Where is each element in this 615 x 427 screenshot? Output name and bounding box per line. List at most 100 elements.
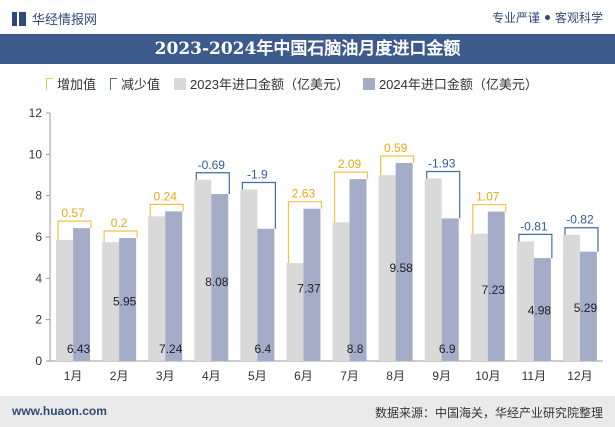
- value-label-2024: 4.98: [528, 304, 552, 318]
- brand-logo-icon: [12, 11, 26, 26]
- value-label-2024: 8.8: [347, 342, 364, 356]
- change-label: 0.2: [111, 216, 128, 230]
- change-label: 2.63: [292, 187, 316, 201]
- bullet-dot-icon: [544, 15, 550, 20]
- x-tick-label: 6月: [294, 369, 313, 383]
- value-label-2024: 9.58: [389, 261, 413, 275]
- bar-2024: [441, 218, 459, 361]
- legend-label-2023: 2023年进口金额（亿美元）: [190, 77, 349, 92]
- x-tick-label: 8月: [386, 369, 405, 383]
- footer-source: 数据来源：中国海关，华经产业研究院整理: [374, 406, 603, 420]
- increase-bracket: [103, 230, 138, 243]
- change-label: 0.59: [384, 141, 408, 155]
- increase-bracket: [149, 203, 184, 217]
- y-tick-label: 0: [35, 354, 42, 368]
- change-label: 2.09: [338, 157, 362, 171]
- bar-chart: 0 2 4 6 8 10 12 0.57 6.43 1月 0.2 5.95 2月 0.24 7.24 3月 -0…: [29, 106, 603, 383]
- bar-2023: [378, 175, 396, 361]
- change-label: 0.24: [154, 189, 178, 203]
- value-label-2024: 5.29: [574, 301, 598, 315]
- increase-bracket: [472, 203, 507, 234]
- bar-2023: [148, 216, 166, 361]
- legend-item-2023: 2023年进口金额（亿美元）: [174, 74, 349, 93]
- bar-2024: [533, 258, 551, 361]
- decrease-bracket: [426, 170, 461, 219]
- bar-2024: [349, 179, 367, 361]
- legend-label-increase: 增加值: [57, 77, 97, 92]
- x-tick-label: 5月: [248, 369, 267, 383]
- decrease-bracket: [195, 172, 230, 195]
- change-label: -1.9: [247, 167, 268, 181]
- x-tick-label: 9月: [432, 369, 451, 383]
- value-label-2024: 5.95: [113, 295, 137, 309]
- slogan-left: 专业严谨: [491, 11, 540, 25]
- bar-2023: [516, 241, 534, 361]
- brand-name: 华经情报网: [32, 12, 98, 27]
- decrease-bracket: [564, 227, 599, 252]
- bar-2023: [286, 263, 304, 361]
- top-bar: 华经情报网 专业严谨 客观科学: [0, 0, 615, 34]
- chart-legend: 增加值 减少值 2023年进口金额（亿美元） 2024年进口金额（亿美元）: [46, 74, 552, 93]
- increase-bracket: [380, 155, 415, 176]
- decrease-marker-icon: [110, 77, 118, 90]
- bar-2023: [332, 222, 350, 361]
- increase-bracket: [287, 201, 323, 264]
- increase-bracket: [57, 220, 92, 240]
- change-label: -0.81: [520, 219, 548, 233]
- legend-label-2024: 2024年进口金额（亿美元）: [378, 77, 538, 92]
- bar-2024: [579, 251, 597, 361]
- x-tick-label: 12月: [567, 369, 592, 383]
- y-tick-label: 12: [29, 106, 43, 120]
- legend-item-increase: 增加值: [46, 74, 96, 93]
- value-label-2024: 6.4: [255, 342, 272, 356]
- y-tick-label: 2: [35, 313, 42, 327]
- change-label: -0.82: [566, 213, 594, 227]
- change-label: 0.57: [61, 206, 85, 220]
- bar-2024: [303, 208, 321, 361]
- bar-2024: [165, 211, 183, 361]
- bar-2023: [102, 242, 120, 361]
- value-label-2024: 8.08: [205, 275, 229, 289]
- title-bar: 2023-2024年中国石脑油月度进口金额: [0, 34, 615, 64]
- footer-website: www.huaon.com: [12, 404, 107, 418]
- bar-2023: [424, 178, 442, 361]
- x-tick-label: 1月: [64, 369, 83, 383]
- x-tick-label: 3月: [156, 369, 175, 383]
- bar-2023: [56, 239, 74, 361]
- value-label-2024: 7.24: [159, 342, 183, 356]
- chart-title: 2023-2024年中国石脑油月度进口金额: [154, 39, 461, 59]
- y-tick-label: 6: [35, 230, 42, 244]
- slogan-right: 客观科学: [554, 11, 603, 25]
- value-label-2024: 7.37: [297, 281, 321, 295]
- bar-2023: [562, 234, 580, 361]
- bar-2024: [257, 228, 275, 361]
- y-tick-label: 4: [35, 271, 42, 285]
- decrease-bracket: [241, 181, 276, 229]
- bar-2023: [194, 179, 212, 361]
- bar-2024: [487, 211, 505, 361]
- increase-marker-icon: [46, 77, 53, 90]
- value-label-2024: 6.9: [439, 342, 456, 356]
- bar-2024: [211, 194, 229, 361]
- x-tick-label: 2月: [110, 369, 129, 383]
- x-tick-label: 11月: [522, 369, 546, 383]
- legend-label-decrease: 减少值: [121, 77, 161, 92]
- value-label-2024: 6.43: [67, 342, 91, 356]
- value-label-2024: 7.23: [482, 283, 506, 297]
- bar-2024: [73, 228, 91, 361]
- brand: 华经情报网: [12, 9, 97, 28]
- change-label: -0.69: [198, 158, 226, 172]
- y-tick-label: 8: [35, 189, 42, 203]
- legend-item-2024: 2024年进口金额（亿美元）: [362, 74, 538, 93]
- decrease-bracket: [518, 233, 553, 259]
- x-tick-label: 10月: [475, 369, 500, 383]
- legend-swatch-2024: [362, 77, 375, 90]
- increase-bracket: [333, 171, 369, 223]
- slogan: 专业严谨 客观科学: [492, 9, 603, 26]
- change-label: -1.93: [428, 157, 456, 171]
- bar-2023: [470, 233, 488, 361]
- footer: www.huaon.com 数据来源：中国海关，华经产业研究院整理: [0, 396, 615, 427]
- x-tick-label: 7月: [340, 369, 359, 383]
- change-label: 1.07: [476, 190, 500, 204]
- legend-swatch-2023: [174, 77, 187, 90]
